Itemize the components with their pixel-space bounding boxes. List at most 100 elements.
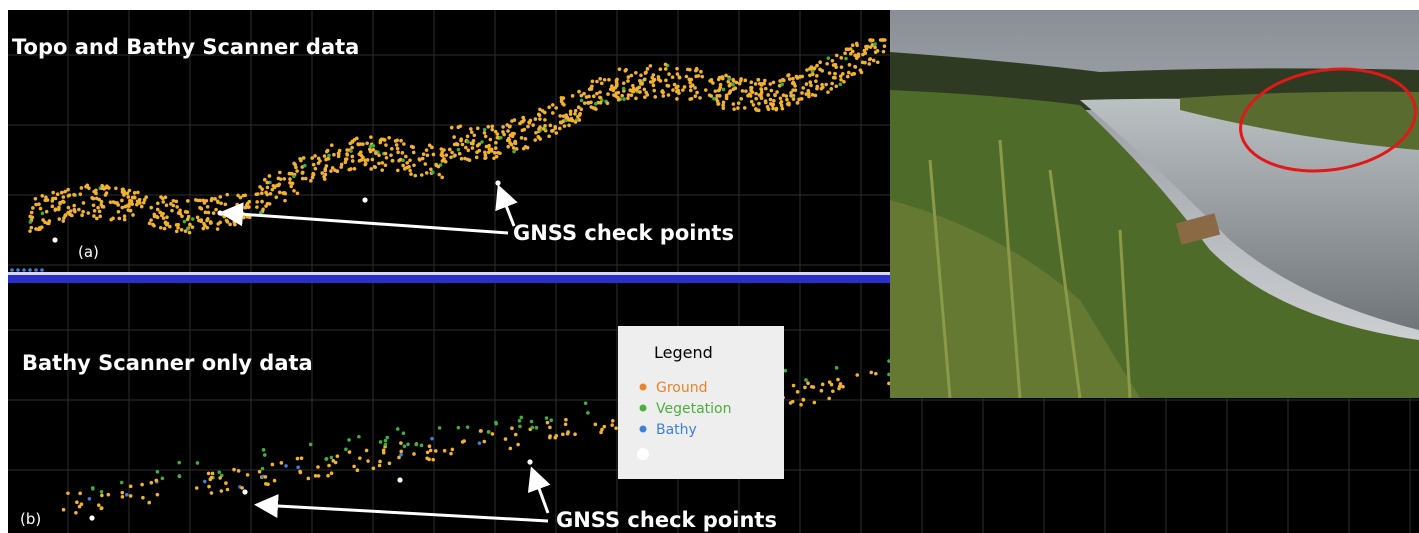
point	[80, 213, 84, 217]
point	[815, 74, 819, 78]
point	[121, 495, 125, 499]
point	[839, 83, 843, 87]
point	[791, 77, 795, 81]
point	[627, 75, 631, 79]
point	[457, 148, 461, 152]
point	[459, 124, 463, 128]
point	[504, 437, 508, 441]
point	[876, 49, 880, 53]
point	[752, 103, 756, 107]
point	[372, 467, 376, 471]
point	[191, 225, 195, 229]
point	[72, 193, 76, 197]
point	[838, 385, 842, 389]
point	[855, 373, 859, 377]
point	[126, 195, 130, 199]
point	[673, 83, 677, 87]
point	[846, 75, 850, 79]
point	[860, 71, 864, 75]
point	[350, 155, 354, 159]
point	[518, 425, 522, 429]
point	[845, 47, 849, 51]
point	[224, 202, 228, 206]
point	[526, 125, 530, 129]
point	[95, 217, 99, 221]
point	[156, 493, 160, 497]
point	[697, 74, 701, 78]
point	[67, 206, 71, 210]
point	[242, 216, 246, 220]
point	[653, 78, 657, 82]
annotation: GNSS check points	[556, 508, 777, 532]
point	[538, 117, 542, 121]
point	[751, 90, 755, 94]
point	[426, 451, 430, 455]
point	[806, 381, 810, 385]
point	[44, 195, 48, 199]
point	[369, 145, 373, 149]
point	[484, 135, 488, 139]
point	[550, 129, 554, 133]
point	[284, 464, 288, 468]
point	[466, 425, 470, 429]
point	[347, 438, 351, 442]
point	[484, 153, 488, 157]
point	[744, 89, 748, 93]
point	[841, 385, 845, 389]
point	[164, 195, 168, 199]
point	[159, 226, 163, 230]
point	[214, 208, 218, 212]
point	[591, 80, 595, 84]
point	[364, 162, 368, 166]
point	[738, 82, 742, 86]
point	[295, 169, 299, 173]
point	[637, 86, 641, 90]
point	[863, 61, 867, 65]
point	[242, 194, 246, 198]
point	[144, 195, 148, 199]
point	[301, 171, 305, 175]
photo	[890, 10, 1419, 398]
point	[598, 90, 602, 94]
point	[107, 186, 111, 190]
point	[763, 79, 767, 83]
point	[324, 173, 328, 177]
point	[210, 491, 214, 495]
point	[781, 107, 785, 111]
point	[693, 86, 697, 90]
point	[216, 227, 220, 231]
point	[30, 211, 34, 215]
point	[515, 147, 519, 151]
point	[754, 92, 758, 96]
point	[271, 463, 275, 467]
point	[507, 137, 511, 141]
check-point	[397, 477, 402, 482]
point	[212, 211, 216, 215]
point	[704, 88, 708, 92]
point	[136, 199, 140, 203]
point	[624, 68, 628, 72]
point	[826, 56, 830, 60]
point	[799, 403, 803, 407]
point	[43, 220, 47, 224]
point	[644, 91, 648, 95]
point	[120, 206, 124, 210]
point	[310, 156, 314, 160]
point	[426, 153, 430, 157]
point	[775, 90, 779, 94]
point	[40, 194, 44, 198]
point	[782, 93, 786, 97]
point	[531, 426, 535, 430]
point	[330, 471, 334, 475]
point	[764, 101, 768, 105]
point	[339, 165, 343, 169]
point	[791, 400, 795, 404]
point	[149, 206, 153, 210]
point	[387, 136, 391, 140]
point	[128, 199, 132, 203]
point	[869, 371, 873, 375]
point	[186, 199, 190, 203]
point	[186, 218, 190, 222]
point	[676, 89, 680, 93]
point	[196, 215, 200, 219]
